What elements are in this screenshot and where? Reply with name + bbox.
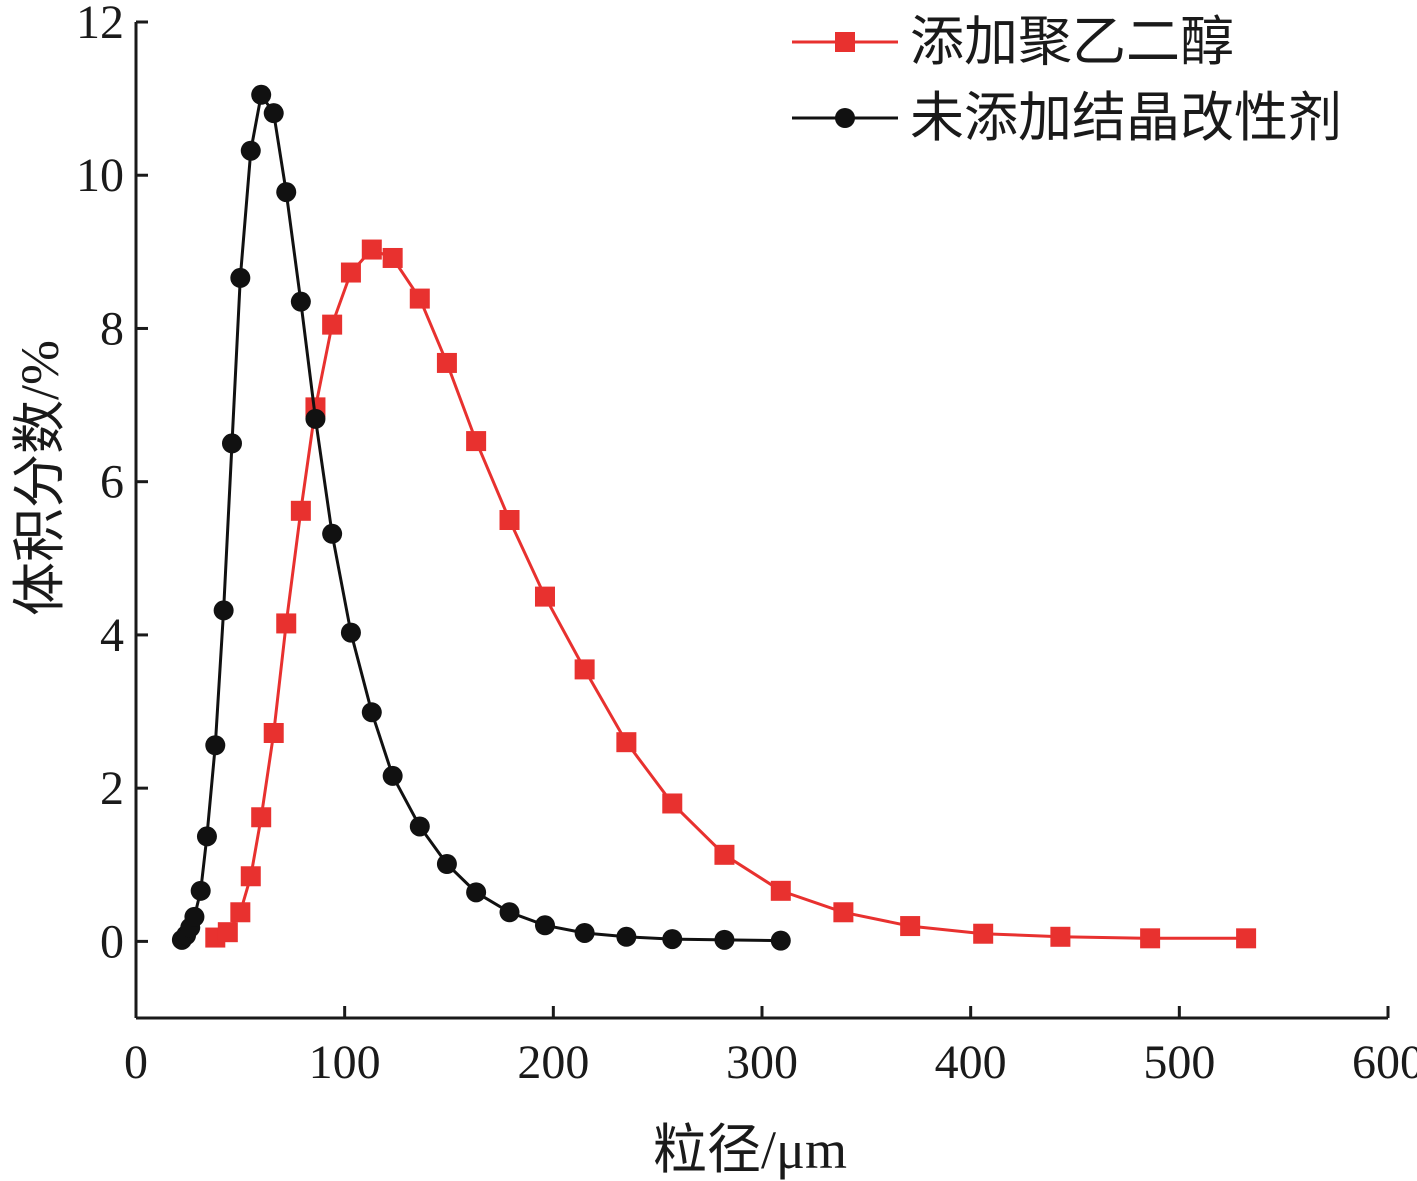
data-point-circle <box>305 408 326 429</box>
y-tick-label: 10 <box>76 149 124 202</box>
legend-label: 未添加结晶改性剂 <box>910 88 1342 148</box>
data-point-square <box>409 288 430 309</box>
data-point-circle <box>466 882 487 903</box>
data-point-square <box>499 510 520 530</box>
y-tick-label: 2 <box>100 762 124 815</box>
data-point-circle <box>662 929 683 950</box>
data-point-square <box>276 613 297 634</box>
legend-item: 未添加结晶改性剂 <box>792 88 1342 148</box>
data-point-square <box>1140 928 1161 949</box>
data-point-circle <box>340 622 361 643</box>
data-point-circle <box>714 929 735 950</box>
data-point-circle <box>240 140 261 161</box>
data-point-square <box>322 314 343 335</box>
x-tick-label: 100 <box>309 1036 381 1089</box>
data-point-circle <box>213 600 234 621</box>
data-point-square <box>973 923 994 944</box>
data-point-circle <box>251 84 272 105</box>
data-point-circle <box>436 854 457 875</box>
data-point-circle <box>361 702 382 723</box>
data-point-circle <box>276 182 297 203</box>
data-point-circle <box>205 735 226 756</box>
x-tick-label: 400 <box>935 1036 1007 1089</box>
data-point-square <box>436 352 457 373</box>
data-point-square <box>240 866 261 887</box>
y-tick-label: 0 <box>100 915 124 968</box>
x-tick-label: 600 <box>1352 1036 1417 1089</box>
data-point-square <box>340 262 361 283</box>
legend-marker-circle <box>835 108 855 128</box>
series-no-modifier <box>171 84 791 951</box>
x-tick-label: 0 <box>124 1036 148 1089</box>
series-line <box>214 247 1247 940</box>
data-point-square <box>714 844 735 865</box>
data-point-square <box>833 902 854 923</box>
data-point-square <box>574 659 595 680</box>
data-point-square <box>290 500 311 521</box>
data-point-square <box>382 247 403 268</box>
y-tick-label: 6 <box>100 456 124 509</box>
data-point-circle <box>574 922 595 943</box>
data-point-square <box>361 239 382 260</box>
legend-item: 添加聚乙二醇 <box>792 12 1234 72</box>
data-point-square <box>230 902 251 923</box>
data-point-square <box>534 586 555 607</box>
y-tick-label: 4 <box>100 609 124 662</box>
data-point-square <box>900 916 921 937</box>
series-line <box>180 90 781 943</box>
x-tick-label: 300 <box>726 1036 798 1089</box>
data-point-circle <box>770 930 791 951</box>
y-tick-label: 8 <box>100 302 124 355</box>
data-point-circle <box>184 906 205 927</box>
series-peg <box>205 239 1257 949</box>
data-point-circle <box>499 902 520 923</box>
data-point-circle <box>382 765 403 786</box>
data-point-square <box>770 880 791 901</box>
data-point-circle <box>409 816 430 837</box>
data-point-square <box>1236 928 1257 949</box>
data-point-square <box>616 732 637 753</box>
legend-marker-square <box>835 32 855 52</box>
plot-area <box>171 84 1257 951</box>
data-point-square <box>217 922 238 943</box>
data-point-square <box>263 722 284 743</box>
y-axis-title: 体积分数/% <box>10 340 70 616</box>
data-point-square <box>1050 926 1071 947</box>
x-tick-label: 500 <box>1143 1036 1215 1089</box>
data-point-circle <box>263 103 284 124</box>
legend-label: 添加聚乙二醇 <box>910 12 1234 72</box>
data-point-circle <box>534 915 555 936</box>
data-point-circle <box>322 523 343 544</box>
data-point-circle <box>190 880 211 901</box>
axes: 0 100 200 300 400 500 600 0 2 4 6 8 10 12 <box>76 0 1417 1089</box>
data-point-circle <box>290 291 311 312</box>
data-point-square <box>466 431 487 452</box>
data-point-square <box>251 807 272 828</box>
data-point-circle <box>221 433 242 454</box>
x-axis-title: 粒径/μm <box>653 1120 847 1180</box>
y-tick-label: 12 <box>76 0 124 49</box>
x-tick-label: 200 <box>517 1036 589 1089</box>
data-point-square <box>662 793 683 814</box>
data-point-circle <box>196 826 217 847</box>
data-point-circle <box>230 267 251 288</box>
data-point-circle <box>616 926 637 947</box>
